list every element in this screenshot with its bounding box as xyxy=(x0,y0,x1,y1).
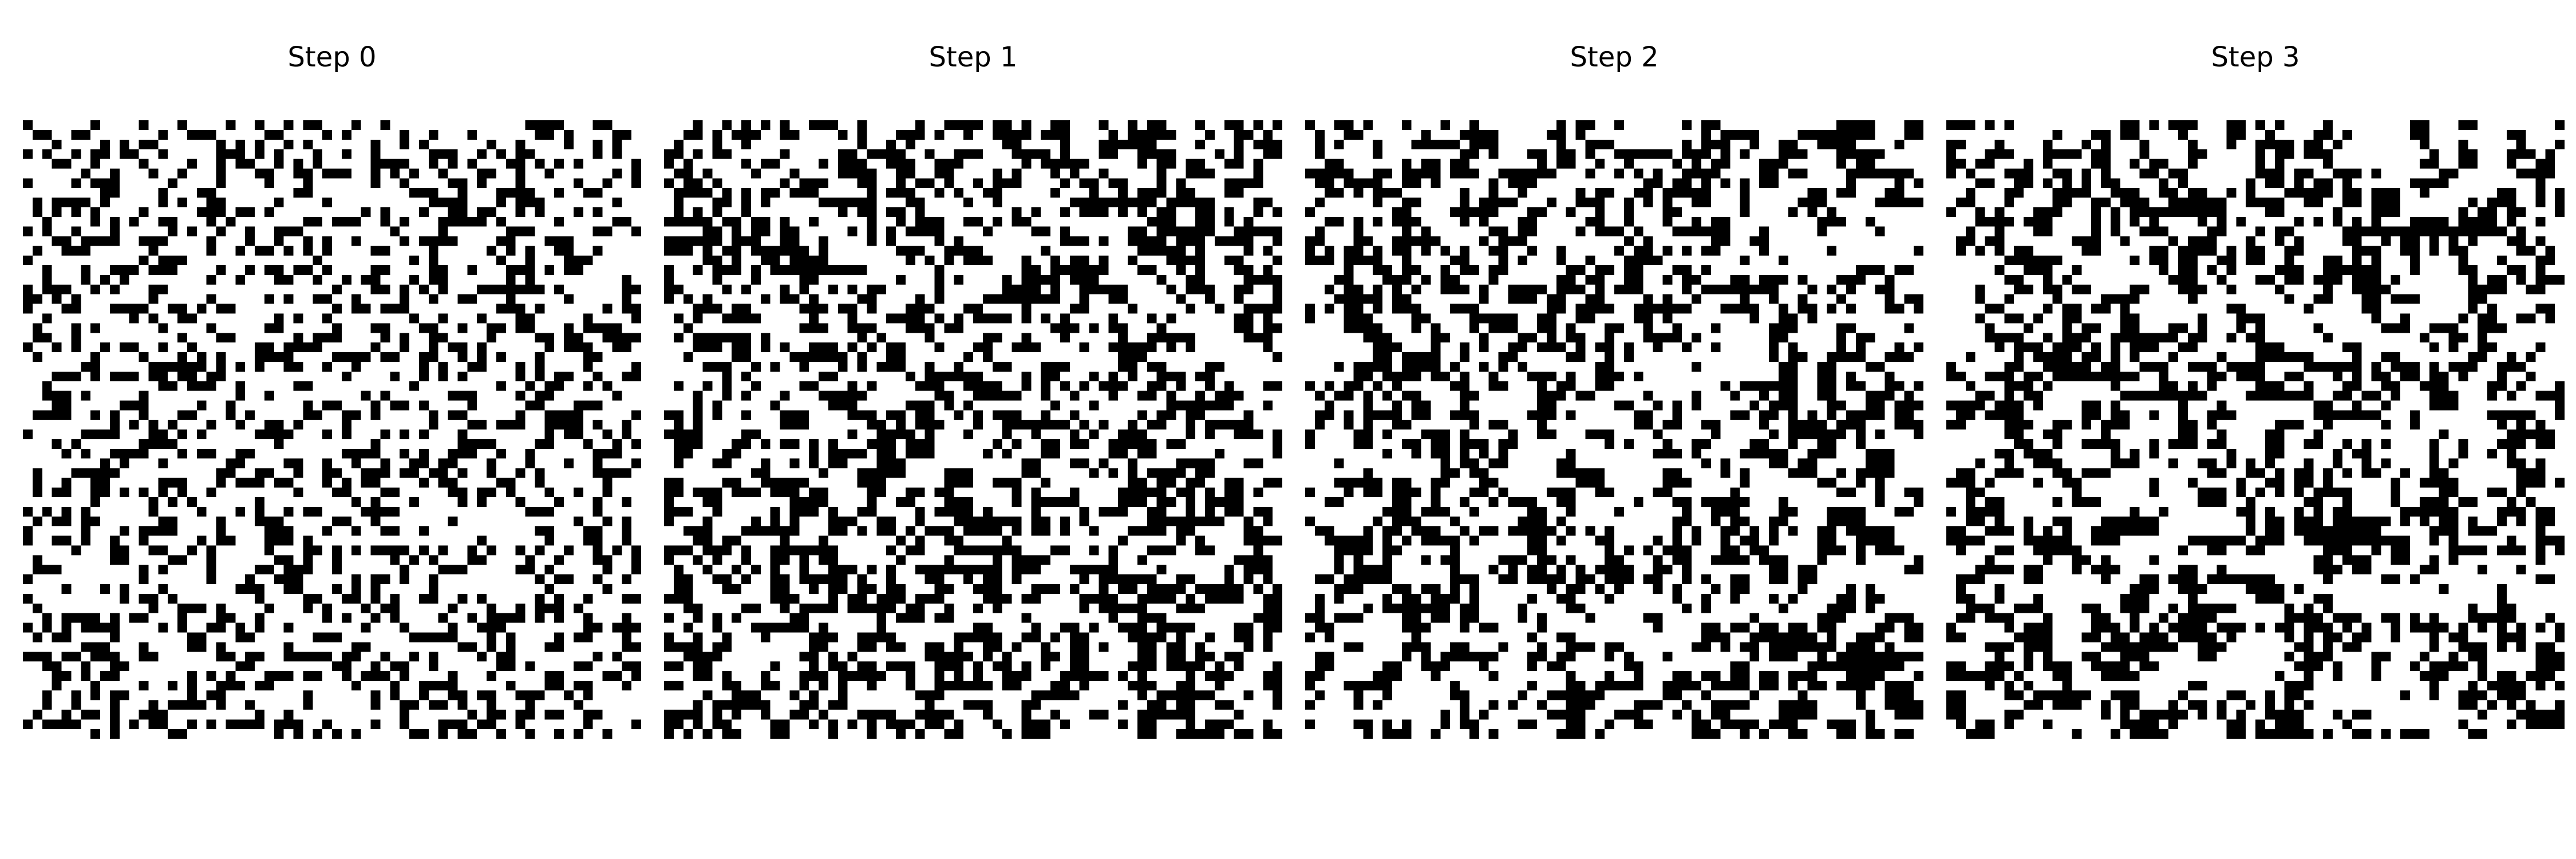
cell-grid xyxy=(1946,120,2565,739)
panel-title: Step 2 xyxy=(1570,41,1659,73)
panel-title: Step 1 xyxy=(929,41,1018,73)
panel-title: Step 0 xyxy=(287,41,377,73)
panel-step-2: Step 2 xyxy=(1305,0,1923,859)
cell-grid xyxy=(664,120,1282,739)
panel-title: Step 3 xyxy=(2211,41,2300,73)
panel-step-3: Step 3 xyxy=(1946,0,2565,859)
cell-grid xyxy=(1305,120,1923,739)
panel-step-0: Step 0 xyxy=(23,0,641,859)
cell-grid xyxy=(23,120,641,739)
panel-step-1: Step 1 xyxy=(664,0,1282,859)
